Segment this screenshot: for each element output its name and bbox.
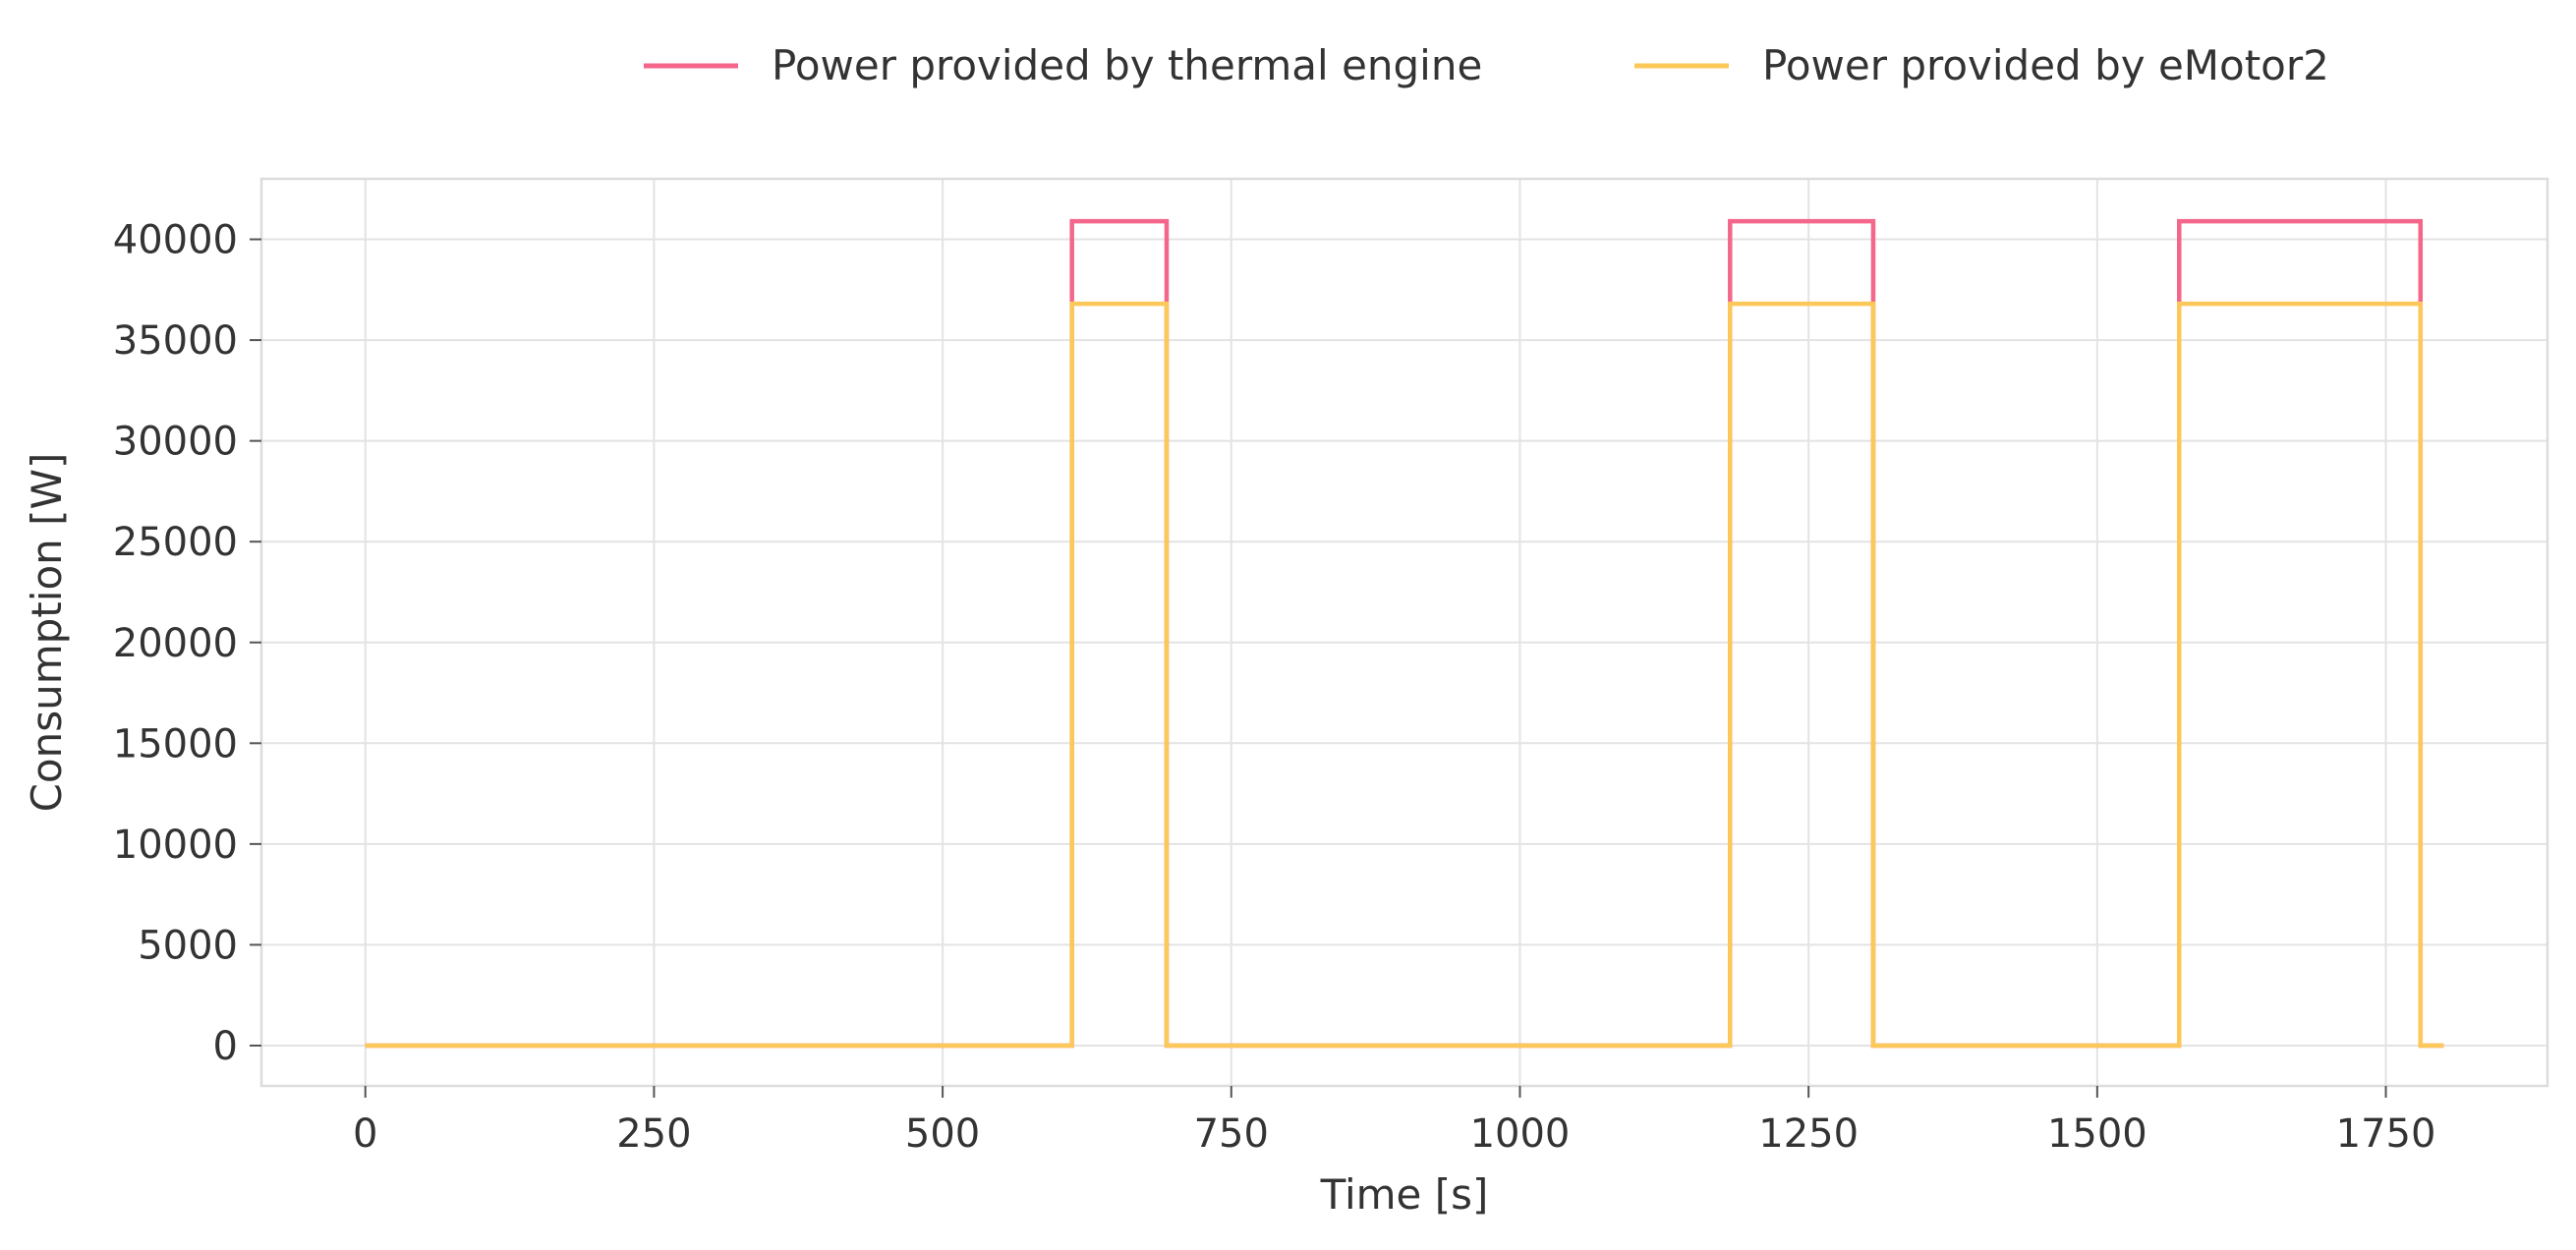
x-tick-label: 250 (616, 1111, 691, 1157)
y-tick-label: 5000 (138, 923, 238, 968)
x-axis-title: Time [s] (1320, 1170, 1489, 1219)
legend-label: Power provided by thermal engine (772, 41, 1482, 89)
y-tick-label: 40000 (113, 218, 238, 263)
x-tick-label: 1000 (1470, 1111, 1571, 1157)
legend-entry: Power provided by thermal engine (644, 41, 1482, 89)
y-tick-label: 20000 (113, 621, 238, 666)
series-line-0 (365, 218, 2444, 1049)
x-tick-label: 1750 (2336, 1111, 2436, 1157)
y-tick-label: 35000 (113, 318, 238, 364)
legend-label: Power provided by eMotor2 (1762, 41, 2329, 89)
y-axis-title: Consumption [W] (23, 453, 71, 813)
y-tick-label: 30000 (113, 420, 238, 465)
axis-ticks: 0 250 500 750 1000 1250 1500 1750 0 5000 10000 1500… (113, 218, 2436, 1157)
y-tick-label: 25000 (113, 520, 238, 565)
series-line-1 (365, 301, 2444, 1049)
y-tick-label: 15000 (113, 721, 238, 767)
x-tick-label: 500 (905, 1111, 980, 1157)
x-tick-label: 750 (1194, 1111, 1269, 1157)
legend-entry: Power provided by eMotor2 (1634, 41, 2329, 89)
x-tick-label: 0 (353, 1111, 377, 1157)
y-tick-label: 10000 (113, 823, 238, 868)
legend: Power provided by thermal engine Power pr… (644, 41, 2329, 89)
plot-frame (259, 177, 2549, 1088)
y-tick-label: 0 (213, 1024, 238, 1069)
x-tick-label: 1500 (2047, 1111, 2147, 1157)
grid (261, 179, 2547, 1086)
series-lines (365, 218, 2444, 1049)
x-tick-label: 1250 (1758, 1111, 1859, 1157)
